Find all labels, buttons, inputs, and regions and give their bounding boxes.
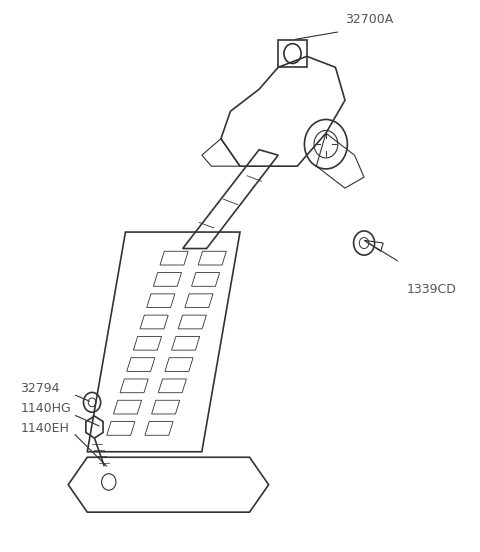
Text: 1339CD: 1339CD — [407, 283, 457, 296]
Text: 32700A: 32700A — [345, 13, 393, 26]
Text: 32794: 32794 — [21, 382, 60, 395]
Text: 1140HG: 1140HG — [21, 402, 71, 416]
Text: 1140EH: 1140EH — [21, 422, 69, 435]
